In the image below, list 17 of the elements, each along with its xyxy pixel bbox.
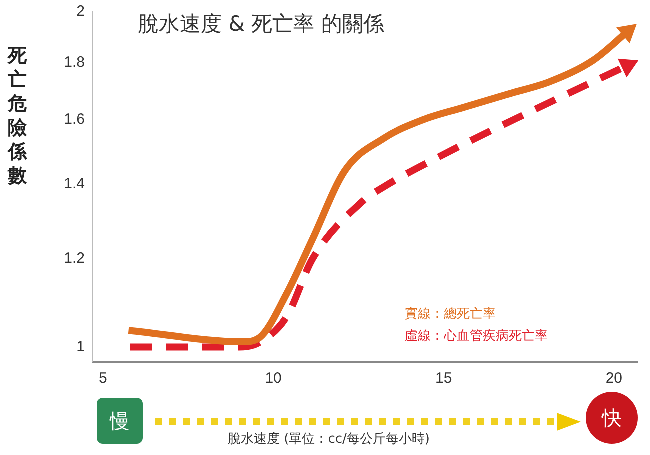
chart-title: 脫水速度 & 死亡率 的關係 (138, 11, 384, 38)
x-tick-label: 15 (436, 370, 452, 388)
x-tick-label: 5 (99, 370, 108, 388)
y-tick-label: 1.4 (64, 176, 85, 193)
text: 慢 (97, 398, 143, 444)
y-tick-label: 2 (76, 3, 85, 20)
x-axis-title: 脫水速度 (單位：cc/每公斤每小時) (228, 431, 430, 448)
x-tick-label: 10 (265, 370, 282, 388)
y-tick-label: 1.6 (64, 111, 85, 128)
annotation: 實線：總死亡率 (405, 306, 496, 323)
y-tick-label: 1 (76, 338, 85, 356)
x-tick-label: 20 (606, 370, 622, 388)
y-tick-label: 1.2 (64, 250, 85, 268)
annotation: 虛線：心血管疾病死亡率 (405, 328, 548, 345)
y-tick-label: 1.8 (64, 54, 85, 72)
text: 快 (586, 392, 638, 444)
y-axis-title: 死亡危險係數 (8, 44, 28, 188)
